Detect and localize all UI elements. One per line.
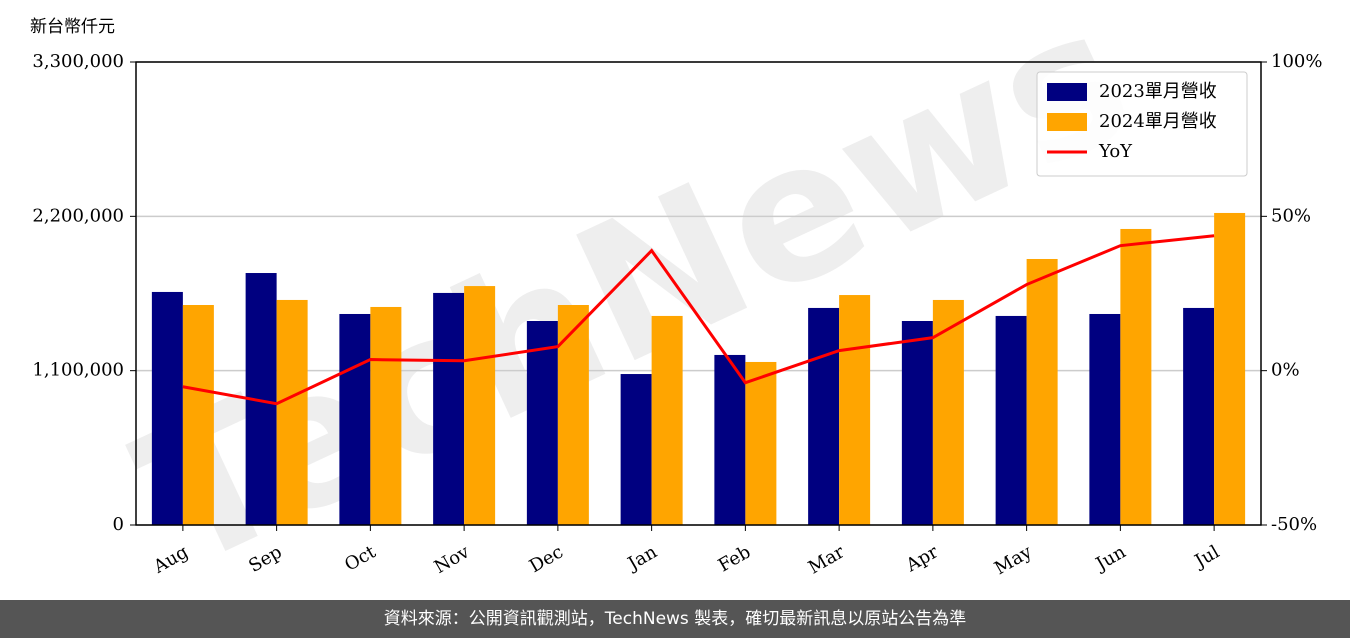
bar <box>182 305 214 525</box>
bar <box>1026 258 1058 525</box>
legend-swatch <box>1047 113 1087 131</box>
bar <box>745 361 777 525</box>
bar <box>1089 313 1121 525</box>
bar <box>339 313 371 525</box>
legend-label: 2023單月營收 <box>1099 81 1217 102</box>
y-tick-label: 1,100,000 <box>32 360 124 381</box>
x-tick-label: Jul <box>1190 541 1224 573</box>
bar <box>464 286 496 525</box>
x-tick-label: Dec <box>526 541 567 577</box>
bar <box>651 315 683 525</box>
y-tick-label: 3,300,000 <box>32 51 124 72</box>
bar <box>1214 212 1246 525</box>
y2-tick-label: 0% <box>1271 360 1300 381</box>
bar <box>370 306 402 525</box>
y2-tick-label: 100% <box>1271 51 1322 72</box>
bar <box>276 299 308 525</box>
bar <box>901 320 933 525</box>
chart: TechNews 新台幣仟元 01,100,0002,200,0003,300,… <box>30 0 1322 600</box>
x-tick-label: May <box>991 541 1036 579</box>
y2-tick-label: 50% <box>1271 205 1311 226</box>
bar <box>620 374 652 525</box>
x-tick-label: Mar <box>805 541 849 578</box>
bar <box>557 305 589 525</box>
legend-label: YoY <box>1098 141 1133 162</box>
bar <box>151 291 183 525</box>
legend-box <box>1036 71 1248 177</box>
bar <box>714 354 746 525</box>
x-tick-label: Jun <box>1091 541 1130 576</box>
plot-frame <box>135 61 1262 526</box>
y-tick-label: 2,200,000 <box>32 205 124 226</box>
x-tick-label: Apr <box>902 541 942 576</box>
footer: 資料來源：公開資訊觀測站，TechNews 製表，確切最新訊息以原站公告為準 <box>0 600 1350 638</box>
bar <box>932 299 964 525</box>
y2-tick-label: -50% <box>1271 514 1317 535</box>
bar <box>1183 307 1215 525</box>
legend-swatch <box>1047 83 1087 101</box>
y-axis-label: 新台幣仟元 <box>30 17 115 37</box>
y-tick-label: 0 <box>113 514 124 535</box>
x-tick-label: Jan <box>623 541 661 575</box>
x-tick-label: Oct <box>341 541 380 576</box>
x-tick-label: Feb <box>715 541 755 576</box>
bar <box>839 295 871 525</box>
bar <box>995 315 1027 525</box>
x-tick-label: Nov <box>431 541 474 578</box>
bar <box>1120 228 1152 525</box>
legend-label: 2024單月營收 <box>1099 111 1217 132</box>
line <box>182 234 1215 406</box>
bar <box>433 292 465 525</box>
bar <box>526 320 558 525</box>
bar <box>808 307 840 525</box>
